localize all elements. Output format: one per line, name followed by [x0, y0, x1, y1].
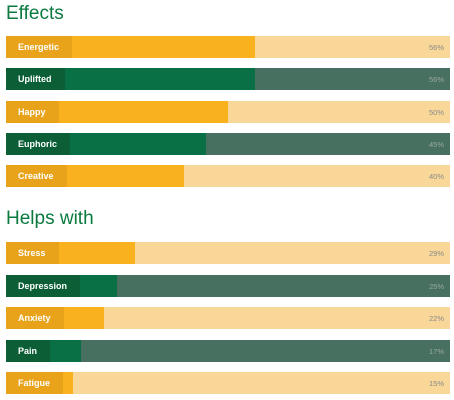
bar-label: Pain [6, 340, 51, 362]
bar-label: Stress [6, 242, 59, 264]
helps-bar-stress: Stress 29% [6, 242, 450, 264]
bar-label: Creative [6, 165, 67, 187]
bar-label: Uplifted [6, 68, 65, 90]
bar-track [6, 307, 450, 329]
helps-bar-anxiety: Anxiety 22% [6, 307, 450, 329]
bar-percent: 15% [428, 378, 444, 388]
bar-percent: 56% [428, 74, 444, 84]
bar-label: Energetic [6, 36, 73, 58]
helps-bar-depression: Depression 25% [6, 275, 450, 297]
bar-fill [6, 101, 228, 123]
helps-with-title: Helps with [6, 208, 94, 229]
effect-bar-euphoric: Euphoric 45% [6, 133, 450, 155]
helps-bar-pain: Pain 17% [6, 340, 450, 362]
bar-percent: 17% [428, 346, 444, 356]
bar-percent: 40% [428, 171, 444, 181]
bar-percent: 22% [428, 313, 444, 323]
bar-label: Happy [6, 101, 59, 123]
bar-label: Fatigue [6, 372, 64, 394]
effect-bar-energetic: Energetic 56% [6, 36, 450, 58]
bar-label: Anxiety [6, 307, 64, 329]
bar-percent: 29% [428, 248, 444, 258]
effect-bar-happy: Happy 50% [6, 101, 450, 123]
effects-title: Effects [6, 3, 64, 24]
bar-track [6, 275, 450, 297]
effect-bar-creative: Creative 40% [6, 165, 450, 187]
bar-track [6, 372, 450, 394]
bar-track [6, 340, 450, 362]
effect-bar-uplifted: Uplifted 56% [6, 68, 450, 90]
bar-percent: 25% [428, 281, 444, 291]
bar-fill [6, 68, 255, 90]
bar-label: Depression [6, 275, 81, 297]
helps-bar-fatigue: Fatigue 15% [6, 372, 450, 394]
bar-label: Euphoric [6, 133, 71, 155]
bar-percent: 45% [428, 139, 444, 149]
bar-percent: 56% [428, 42, 444, 52]
bar-percent: 50% [428, 107, 444, 117]
